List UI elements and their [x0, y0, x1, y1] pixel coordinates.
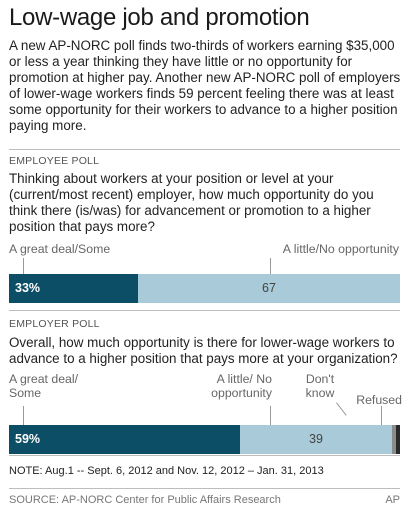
employee-label-tick: [270, 258, 271, 274]
source-text: SOURCE: AP-NORC Center for Public Affair…: [9, 494, 281, 506]
bar-value-label: 59%: [15, 432, 41, 446]
bar-segment: [392, 425, 396, 454]
employee-label-tick: [23, 258, 24, 274]
employer-category-label: Refused: [356, 393, 402, 407]
divider: [9, 310, 400, 311]
employer-category-label: Don't know: [305, 372, 335, 400]
bar-segment: [9, 425, 240, 454]
employee-poll-heading: EMPLOYEE POLL: [9, 155, 100, 167]
employer-label-tick: [381, 406, 382, 426]
bar-value-label: 33%: [15, 281, 41, 295]
employer-label-tick: [23, 406, 24, 426]
bar-segment: [396, 425, 400, 454]
employer-poll-question: Overall, how much opportunity is there f…: [9, 335, 398, 366]
divider: [9, 455, 400, 456]
employee-poll-question: Thinking about workers at your position …: [9, 171, 374, 234]
bar-value-label: 39: [309, 432, 323, 446]
bar-segment: [138, 274, 400, 303]
divider: [9, 149, 400, 150]
employer-label-tick: [270, 406, 271, 426]
employer-category-label: A little/ No opportunity: [211, 372, 272, 400]
employee-category-label: A little/No opportunity: [282, 242, 399, 256]
bar-segment: [9, 274, 138, 303]
note-text: NOTE: Aug.1 -- Sept. 6, 2012 and Nov. 12…: [9, 465, 324, 477]
employer-category-label: A great deal/ Some: [9, 372, 79, 400]
credit-text: AP: [385, 494, 400, 506]
bar-segment: [240, 425, 392, 454]
page-title: Low-wage job and promotion: [9, 4, 310, 31]
employee-category-label: A great deal/Some: [9, 242, 111, 256]
intro-text: A new AP-NORC poll finds two-thirds of w…: [9, 38, 401, 133]
bar-value-label: 67: [262, 281, 276, 295]
employer-poll-heading: EMPLOYER POLL: [9, 318, 100, 330]
divider: [9, 488, 400, 489]
employer-label-tick: [336, 402, 347, 416]
